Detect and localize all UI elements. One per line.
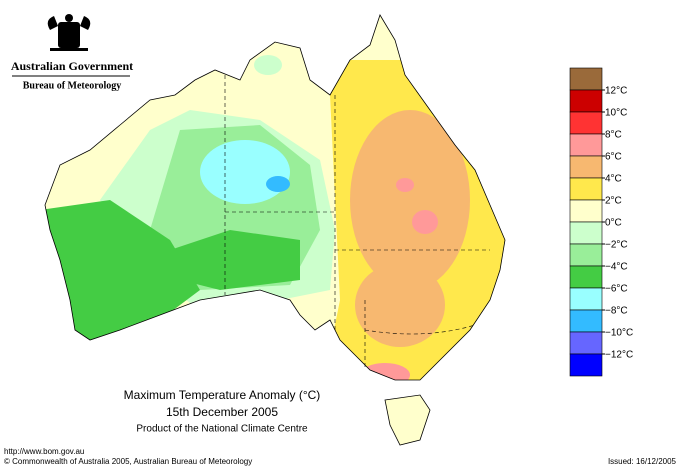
legend-swatch	[569, 221, 603, 245]
state-borders	[224, 75, 490, 370]
legend-label: −10°C	[605, 328, 633, 339]
legend-swatch	[569, 89, 603, 113]
tasmania	[384, 394, 431, 446]
legend-label: 8°C	[605, 130, 622, 141]
legend-swatch	[569, 111, 603, 135]
legend-label: 4°C	[605, 174, 622, 185]
crest	[47, 14, 91, 51]
legend-swatch	[569, 309, 603, 333]
organisation: Australian Government	[11, 59, 133, 73]
legend-swatch	[569, 199, 603, 223]
legend: 12°C 10°C 8°C 6°C 4°C 2°C 0°C −2°C −4°C −6°C −8°C −…	[569, 67, 633, 377]
issued: Issued: 16/12/2005	[608, 457, 677, 466]
url: http://www.bom.gov.au	[4, 447, 84, 456]
legend-swatch	[569, 265, 603, 289]
agency: Bureau of Meteorology	[23, 80, 122, 91]
map-source: Product of the National Climate Centre	[136, 424, 308, 435]
legend-swatch	[569, 353, 603, 377]
legend-swatch	[569, 133, 603, 157]
legend-label: −4°C	[605, 262, 628, 273]
legend-swatch	[569, 177, 603, 201]
legend-swatch	[569, 67, 603, 91]
legend-label: −2°C	[605, 240, 628, 251]
legend-swatch	[569, 331, 603, 355]
legend-swatch	[569, 287, 603, 311]
legend-label: 10°C	[605, 108, 627, 119]
legend-label: −8°C	[605, 306, 628, 317]
legend-swatch	[569, 155, 603, 179]
legend-label: −12°C	[605, 350, 633, 361]
map-date: 15th December 2005	[166, 405, 278, 419]
legend-label: −6°C	[605, 284, 628, 295]
legend-label: 2°C	[605, 196, 622, 207]
map-title: Maximum Temperature Anomaly (°C)	[124, 388, 321, 402]
legend-label: 0°C	[605, 218, 622, 229]
legend-label: 12°C	[605, 86, 627, 97]
legend-swatch	[569, 243, 603, 267]
copyright: © Commonwealth of Australia 2005, Austra…	[4, 457, 252, 466]
legend-label: 6°C	[605, 152, 622, 163]
